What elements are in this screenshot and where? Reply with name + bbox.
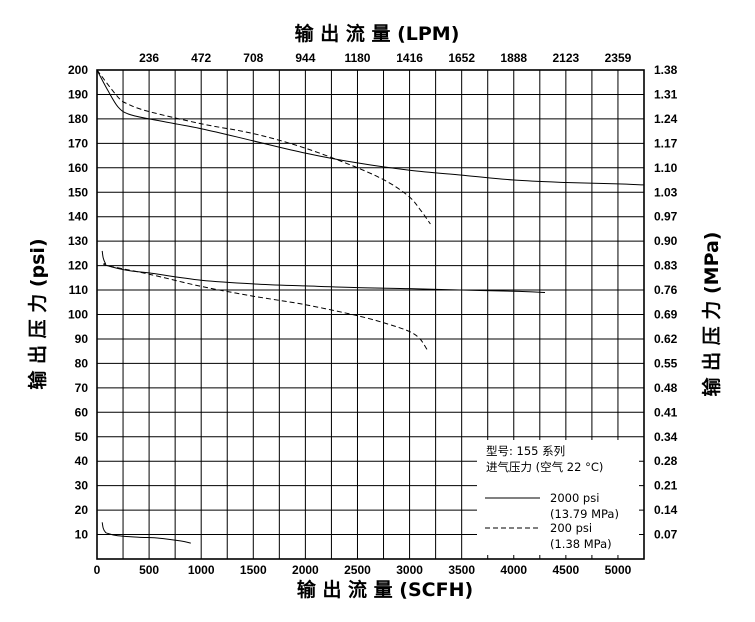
right-tick-label: 0.28 <box>654 454 678 468</box>
y-tick-label: 60 <box>75 405 89 419</box>
right-tick-label: 0.76 <box>654 283 678 297</box>
legend-dashed-label: 200 psi <box>550 521 592 535</box>
y-tick-label: 170 <box>68 136 88 150</box>
top-tick-label: 1416 <box>396 51 423 65</box>
legend: 型号: 155 系列 进气压力 (空气 22 °C) 2000 psi (13.… <box>477 440 639 555</box>
right-tick-label: 0.90 <box>654 234 678 248</box>
top-tick-label: 1888 <box>500 51 527 65</box>
top-tick-label: 1180 <box>344 51 370 65</box>
top-tick-label: 708 <box>243 51 263 65</box>
right-tick-label: 0.21 <box>654 479 678 493</box>
left-axis-title: 输 出 压 力 (psi) <box>26 238 49 389</box>
right-tick-label: 0.55 <box>654 356 678 370</box>
y-tick-label: 160 <box>68 161 88 175</box>
y-tick-label: 110 <box>69 283 89 297</box>
y-tick-label: 180 <box>68 112 88 126</box>
right-tick-label: 0.14 <box>654 503 678 517</box>
right-tick-label: 0.69 <box>654 308 678 322</box>
y-tick-label: 90 <box>75 332 89 346</box>
right-tick-label: 1.31 <box>654 87 678 101</box>
y-tick-label: 50 <box>75 430 89 444</box>
y-tick-label: 40 <box>75 454 89 468</box>
right-tick-label: 0.83 <box>654 259 678 273</box>
y-tick-label: 130 <box>68 234 88 248</box>
x-tick-label: 2000 <box>292 563 319 577</box>
right-tick-label: 0.41 <box>654 405 678 419</box>
x-tick-labels: 0 500 1000 1500 2000 2500 3000 3500 4000 4500 5000 <box>94 563 632 577</box>
right-axis-title: 输 出 压 力 (MPa) <box>700 232 723 397</box>
top-tick-label: 944 <box>295 51 315 65</box>
x-tick-label: 0 <box>94 563 101 577</box>
right-tick-label: 0.07 <box>654 528 678 542</box>
y-tick-label: 100 <box>68 308 88 322</box>
x-tick-label: 5000 <box>605 563 632 577</box>
y-tick-label: 10 <box>75 528 89 542</box>
y-tick-label: 200 <box>68 63 88 77</box>
right-tick-label: 1.24 <box>654 112 678 126</box>
y-tick-label: 30 <box>75 479 89 493</box>
top-tick-label: 1652 <box>448 51 475 65</box>
legend-solid-sublabel: (13.79 MPa) <box>550 507 619 521</box>
right-tick-label: 1.17 <box>654 136 678 150</box>
y-tick-label: 150 <box>68 185 88 199</box>
top-tick-label: 472 <box>191 51 211 65</box>
legend-inlet: 进气压力 (空气 22 °C) <box>486 460 603 474</box>
y-tick-label: 80 <box>75 356 89 370</box>
curve-solid-2 <box>101 250 546 293</box>
x-tick-label: 3500 <box>448 563 475 577</box>
top-tick-label: 2123 <box>553 51 580 65</box>
right-tick-label: 0.34 <box>654 430 678 444</box>
right-tick-label: 0.62 <box>654 332 678 346</box>
legend-dashed-sublabel: (1.38 MPa) <box>550 537 612 551</box>
x-tick-label: 500 <box>139 563 159 577</box>
y-tick-label: 70 <box>75 381 89 395</box>
y-tick-label: 120 <box>68 259 88 273</box>
y-tick-label: 190 <box>68 87 88 101</box>
data-curves <box>96 69 645 544</box>
plot-frame <box>96 69 645 560</box>
curve-dashed-1 <box>96 69 431 225</box>
top-tick-label: 2359 <box>605 51 632 65</box>
x-tick-label: 3000 <box>396 563 423 577</box>
top-axis-title: 输 出 流 量 (LPM) <box>295 22 460 45</box>
right-tick-label: 1.38 <box>654 63 678 77</box>
right-tick-label: 0.48 <box>654 381 678 395</box>
right-tick-label: 1.03 <box>654 185 678 199</box>
right-tick-labels: 0.07 0.14 0.21 0.28 0.34 0.41 0.48 0.55 0.62 0.69… <box>654 63 678 542</box>
right-tick-label: 1.10 <box>654 161 678 175</box>
right-tick-label: 0.97 <box>654 210 678 224</box>
curve-solid-0 <box>96 69 645 186</box>
x-tick-label: 1000 <box>188 563 215 577</box>
top-tick-labels: 236 472 708 944 1180 1416 1652 1888 2123 2359 <box>139 51 632 65</box>
x-tick-label: 4000 <box>500 563 527 577</box>
curve-dashed-3 <box>103 262 428 351</box>
x-tick-label: 4500 <box>553 563 580 577</box>
y-tick-label: 140 <box>68 210 88 224</box>
y-tick-labels: 10 20 30 40 50 60 70 80 90 100 110 120 130 140 150 160 1… <box>68 63 88 542</box>
x-tick-label: 1500 <box>240 563 267 577</box>
top-tick-label: 236 <box>139 51 159 65</box>
y-tick-label: 20 <box>75 503 89 517</box>
x-tick-label: 2500 <box>344 563 371 577</box>
legend-solid-label: 2000 psi <box>550 491 599 505</box>
bottom-axis-title: 输 出 流 量 (SCFH) <box>297 578 473 601</box>
legend-model: 型号: 155 系列 <box>486 444 565 458</box>
curve-solid-4 <box>101 522 191 544</box>
